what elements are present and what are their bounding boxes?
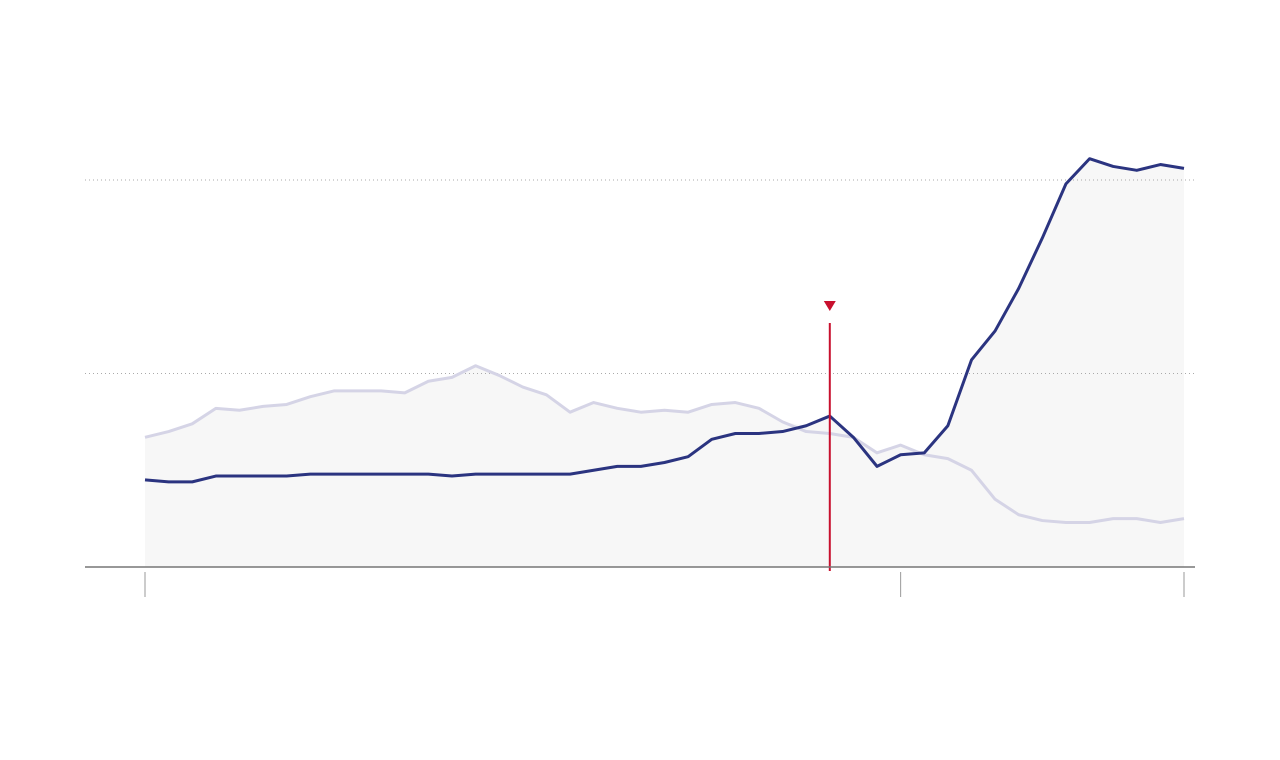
series-line [144, 364, 1185, 524]
series-line [144, 157, 1185, 484]
shaded-area [145, 158, 1184, 567]
marker-triangle [823, 301, 836, 311]
